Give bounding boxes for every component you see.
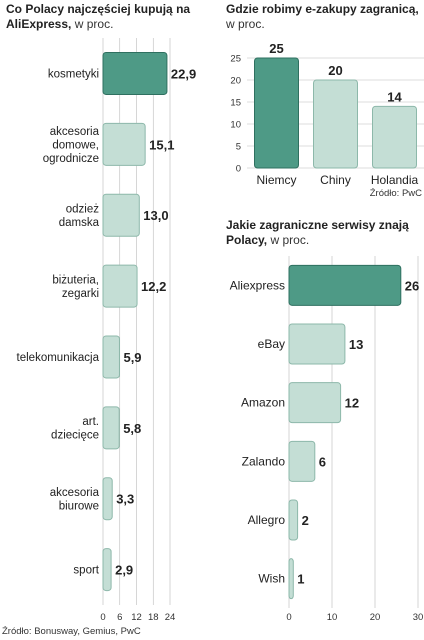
chart1-category-line: akcesoria bbox=[50, 126, 100, 138]
chart1-category-label: art. dziecięce bbox=[51, 416, 99, 442]
chart2-title-text: Gdzie robimy e-zakupy zagranicą, bbox=[226, 2, 419, 16]
chart2-bar bbox=[254, 57, 299, 169]
chart3-bar bbox=[288, 558, 294, 600]
chart1-category-label: akcesoria biurowe bbox=[50, 487, 100, 513]
chart3-category-label: Aliexpress bbox=[230, 278, 285, 292]
chart1-category-label: sport bbox=[73, 565, 99, 577]
chart1-value-label: 5,9 bbox=[123, 350, 141, 365]
chart1-value-label: 3,3 bbox=[116, 492, 134, 507]
chart1-source: Źródło: Bonusway, Gemius, PwC bbox=[2, 626, 141, 637]
chart3-unit: w proc. bbox=[270, 233, 310, 247]
chart3-category-label: Zalando bbox=[242, 454, 286, 468]
chart1-title: Co Polacy najczęściej kupują na AliExpre… bbox=[6, 2, 206, 32]
chart1-category-line: odzież bbox=[66, 203, 99, 215]
chart1-category-line: kosmetyki bbox=[48, 68, 99, 80]
chart3-category-label: eBay bbox=[258, 337, 285, 351]
chart2-source: Źródło: PwC bbox=[369, 188, 422, 199]
chart2-value-label: 14 bbox=[387, 89, 402, 104]
chart2-y-tick: 0 bbox=[236, 164, 241, 175]
chart3-bar bbox=[288, 440, 316, 482]
chart1-value-label: 13,0 bbox=[143, 208, 168, 223]
chart3-value-label: 26 bbox=[405, 278, 419, 293]
chart1-bar bbox=[102, 264, 138, 308]
chart3-x-tick: 30 bbox=[413, 612, 424, 623]
chart1-category-label: biżuteria, zegarki bbox=[52, 274, 99, 300]
chart1-category-line: sport bbox=[73, 565, 99, 577]
chart1-bar bbox=[102, 51, 168, 95]
chart1-value-label: 5,8 bbox=[123, 421, 141, 436]
chart1-bar bbox=[102, 406, 120, 450]
chart2-y-tick: 10 bbox=[230, 120, 241, 131]
chart3-value-label: 12 bbox=[345, 396, 359, 411]
chart3-title: Jakie zagraniczne serwisy znają Polacy, … bbox=[226, 218, 416, 248]
chart1-x-tick: 6 bbox=[117, 612, 122, 623]
chart3-bar bbox=[288, 264, 402, 306]
chart1-bar bbox=[102, 335, 120, 379]
chart3-x-tick: 20 bbox=[370, 612, 381, 623]
chart3-title-text: Jakie zagraniczne serwisy znają Polacy, bbox=[226, 218, 409, 247]
chart3-value-label: 2 bbox=[302, 513, 309, 528]
chart2-title: Gdzie robimy e-zakupy zagranicą, w proc. bbox=[226, 2, 424, 32]
chart2-category-label: Holandia bbox=[371, 173, 419, 187]
chart2-bar bbox=[313, 79, 358, 169]
chart3-bar bbox=[288, 382, 342, 424]
chart2-value-label: 25 bbox=[269, 41, 283, 56]
chart1-title-text: Co Polacy najczęściej kupują na AliExpre… bbox=[6, 2, 191, 31]
chart2-y-tick: 5 bbox=[236, 142, 241, 153]
chart2-y-tick: 25 bbox=[230, 54, 241, 65]
chart3-bar bbox=[288, 323, 346, 365]
chart1-bar bbox=[102, 548, 112, 592]
chart1-category-line: akcesoria bbox=[50, 487, 100, 499]
chart2-bar bbox=[372, 105, 417, 169]
chart1-value-label: 12,2 bbox=[141, 279, 166, 294]
chart2-category-label: Chiny bbox=[320, 173, 351, 187]
chart3-category-label: Allegro bbox=[248, 513, 286, 527]
chart2-unit: w proc. bbox=[226, 17, 265, 31]
chart1-value-label: 22,9 bbox=[171, 66, 196, 81]
chart2-y-tick: 15 bbox=[230, 98, 241, 109]
chart1-bar bbox=[102, 477, 113, 521]
chart1-x-tick: 0 bbox=[100, 612, 105, 623]
chart3-x-tick: 10 bbox=[327, 612, 338, 623]
chart1-category-label: kosmetyki bbox=[48, 68, 99, 80]
chart1-category-line: dziecięce bbox=[51, 430, 99, 442]
chart1-value-label: 2,9 bbox=[115, 563, 133, 578]
chart1-category-label: akcesoria domowe, ogrodnicze bbox=[43, 126, 100, 165]
chart1-category-label: telekomunikacja bbox=[17, 352, 100, 364]
chart1-category-line: biżuteria, bbox=[52, 274, 99, 286]
chart3-value-label: 1 bbox=[297, 572, 304, 587]
chart3-value-label: 13 bbox=[349, 337, 363, 352]
chart1-bar bbox=[102, 122, 146, 166]
chart1-unit: w proc. bbox=[74, 17, 114, 31]
chart1-category-line: ogrodnicze bbox=[43, 153, 99, 165]
chart1-bar bbox=[102, 193, 140, 237]
chart1-x-tick: 24 bbox=[165, 612, 176, 623]
chart2-category-label: Niemcy bbox=[256, 173, 296, 187]
chart1-x-tick: 12 bbox=[131, 612, 142, 623]
chart3-value-label: 6 bbox=[319, 454, 326, 469]
chart1-value-label: 15,1 bbox=[149, 137, 174, 152]
chart1-category-line: domowe, bbox=[52, 139, 99, 151]
chart1-category-label: odzież damska bbox=[59, 203, 100, 229]
chart1-category-line: zegarki bbox=[62, 288, 99, 300]
chart1-category-line: damska bbox=[59, 217, 100, 229]
chart3-x-tick: 0 bbox=[286, 612, 291, 623]
chart3-bar bbox=[288, 499, 299, 541]
chart1-category-line: art. bbox=[82, 416, 99, 428]
chart2-value-label: 20 bbox=[328, 63, 342, 78]
chart1-x-tick: 18 bbox=[148, 612, 159, 623]
chart1-category-line: telekomunikacja bbox=[17, 352, 100, 364]
chart2-y-tick: 20 bbox=[230, 76, 241, 87]
chart1-category-line: biurowe bbox=[59, 500, 99, 512]
chart3-category-label: Wish bbox=[258, 572, 285, 586]
chart3-category-label: Amazon bbox=[241, 396, 285, 410]
